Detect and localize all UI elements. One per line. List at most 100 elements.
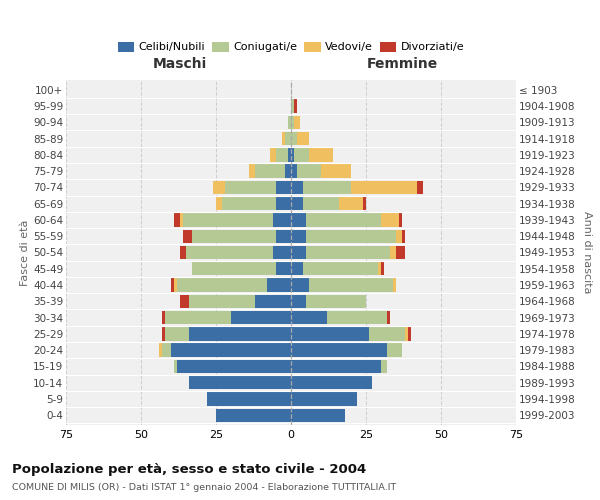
- Bar: [405, 327, 408, 340]
- Bar: [369, 327, 405, 340]
- Bar: [291, 100, 294, 112]
- Bar: [399, 214, 402, 226]
- Bar: [192, 262, 276, 276]
- Bar: [213, 180, 225, 194]
- Bar: [183, 230, 192, 243]
- Bar: [276, 230, 291, 243]
- Bar: [321, 164, 351, 178]
- Bar: [291, 376, 372, 390]
- Bar: [165, 327, 189, 340]
- Bar: [291, 392, 357, 406]
- Bar: [291, 132, 297, 145]
- Bar: [381, 360, 387, 373]
- Bar: [276, 262, 291, 276]
- Bar: [162, 327, 165, 340]
- Bar: [162, 311, 165, 324]
- Bar: [255, 164, 285, 178]
- Bar: [396, 246, 405, 259]
- Bar: [207, 392, 291, 406]
- Text: COMUNE DI MILIS (OR) - Dati ISTAT 1° gennaio 2004 - Elaborazione TUTTITALIA.IT: COMUNE DI MILIS (OR) - Dati ISTAT 1° gen…: [12, 482, 396, 492]
- Bar: [309, 148, 333, 162]
- Bar: [285, 132, 291, 145]
- Bar: [231, 311, 291, 324]
- Text: Popolazione per età, sesso e stato civile - 2004: Popolazione per età, sesso e stato civil…: [12, 462, 366, 475]
- Bar: [339, 197, 363, 210]
- Bar: [297, 132, 309, 145]
- Bar: [273, 214, 291, 226]
- Bar: [291, 278, 309, 291]
- Bar: [378, 262, 381, 276]
- Bar: [291, 230, 306, 243]
- Bar: [306, 230, 396, 243]
- Bar: [291, 311, 327, 324]
- Bar: [225, 180, 276, 194]
- Bar: [291, 164, 297, 178]
- Bar: [180, 246, 186, 259]
- Bar: [381, 214, 399, 226]
- Bar: [276, 180, 291, 194]
- Bar: [306, 294, 366, 308]
- Bar: [180, 214, 183, 226]
- Bar: [327, 311, 387, 324]
- Bar: [417, 180, 423, 194]
- Bar: [276, 197, 291, 210]
- Bar: [171, 344, 291, 357]
- Legend: Celibi/Nubili, Coniugati/e, Vedovi/e, Divorziati/e: Celibi/Nubili, Coniugati/e, Vedovi/e, Di…: [113, 38, 469, 57]
- Bar: [186, 246, 273, 259]
- Bar: [288, 116, 291, 129]
- Bar: [291, 148, 294, 162]
- Bar: [291, 344, 387, 357]
- Bar: [183, 214, 273, 226]
- Bar: [390, 246, 396, 259]
- Bar: [189, 327, 291, 340]
- Bar: [282, 132, 285, 145]
- Bar: [249, 164, 255, 178]
- Bar: [273, 246, 291, 259]
- Bar: [303, 180, 351, 194]
- Bar: [177, 360, 291, 373]
- Bar: [189, 294, 255, 308]
- Text: Femmine: Femmine: [367, 57, 437, 71]
- Bar: [162, 344, 171, 357]
- Bar: [294, 100, 297, 112]
- Bar: [267, 278, 291, 291]
- Bar: [288, 148, 291, 162]
- Bar: [159, 344, 162, 357]
- Bar: [306, 214, 381, 226]
- Y-axis label: Anni di nascita: Anni di nascita: [582, 211, 592, 294]
- Bar: [291, 408, 345, 422]
- Bar: [255, 294, 291, 308]
- Bar: [381, 262, 384, 276]
- Bar: [276, 148, 288, 162]
- Bar: [351, 180, 417, 194]
- Bar: [291, 327, 369, 340]
- Bar: [396, 230, 402, 243]
- Bar: [174, 360, 177, 373]
- Bar: [165, 311, 231, 324]
- Bar: [192, 230, 276, 243]
- Bar: [270, 148, 276, 162]
- Bar: [174, 214, 180, 226]
- Bar: [408, 327, 411, 340]
- Bar: [291, 294, 306, 308]
- Bar: [189, 376, 291, 390]
- Bar: [393, 278, 396, 291]
- Bar: [387, 344, 402, 357]
- Bar: [297, 164, 321, 178]
- Bar: [222, 197, 276, 210]
- Bar: [303, 262, 378, 276]
- Bar: [291, 360, 381, 373]
- Bar: [303, 197, 339, 210]
- Bar: [291, 214, 306, 226]
- Text: Maschi: Maschi: [153, 57, 207, 71]
- Bar: [291, 246, 306, 259]
- Bar: [171, 278, 174, 291]
- Bar: [177, 278, 267, 291]
- Bar: [294, 148, 309, 162]
- Bar: [387, 311, 390, 324]
- Bar: [309, 278, 393, 291]
- Bar: [291, 180, 303, 194]
- Bar: [291, 262, 303, 276]
- Bar: [402, 230, 405, 243]
- Bar: [174, 278, 177, 291]
